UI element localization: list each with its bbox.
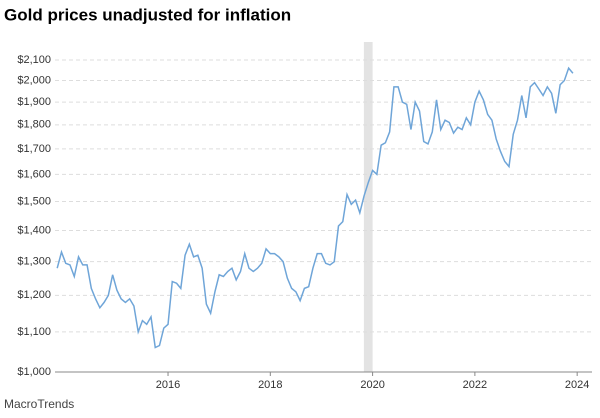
y-tick-label: $1,500: [17, 195, 51, 207]
y-tick-label: $1,800: [17, 119, 51, 131]
y-tick-label: $1,700: [17, 143, 51, 155]
y-tick-label: $1,300: [17, 256, 51, 268]
x-tick-label: 2020: [360, 379, 384, 391]
chart-title: Gold prices unadjusted for inflation: [4, 5, 291, 24]
x-tick-label: 2016: [156, 379, 180, 391]
y-tick-label: $1,100: [17, 326, 51, 338]
y-tick-label: $1,600: [17, 168, 51, 180]
x-tick-label: 2018: [258, 379, 282, 391]
shaded-period: [363, 42, 373, 372]
source: MacroTrends: [4, 397, 74, 411]
y-tick-label: $1,400: [17, 224, 51, 236]
y-tick-label: $1,000: [17, 366, 51, 378]
y-tick-label: $2,000: [17, 74, 51, 86]
y-tick-label: $1,900: [17, 96, 51, 108]
y-tick-label: $1,200: [17, 289, 51, 301]
x-tick-label: 2024: [565, 379, 589, 391]
y-tick-label: $2,100: [17, 54, 51, 66]
price-line: [56, 66, 574, 349]
x-tick-label: 2022: [463, 379, 487, 391]
